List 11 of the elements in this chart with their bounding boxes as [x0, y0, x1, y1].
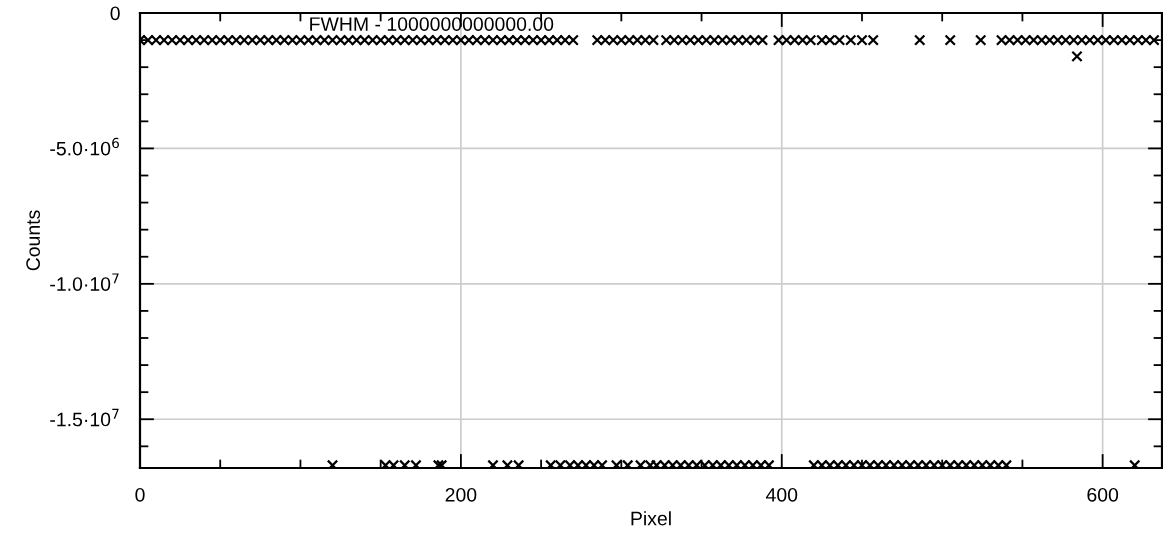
x-tick-label: 600: [1087, 487, 1119, 502]
x-tick-label: 400: [765, 487, 798, 502]
x-tick-label: 200: [445, 487, 477, 502]
y-axis-title: Counts: [26, 210, 40, 271]
x-axis-title: Pixel: [631, 511, 671, 526]
y-tick-label: -1.5·10$^{7}$: [50, 408, 119, 427]
y-tick-label: -1.0·10$^{7}$: [50, 273, 119, 291]
x-tick-label: 0: [135, 487, 145, 502]
y-tick-label: -5.0·10$^{6}$: [50, 137, 119, 156]
annotation: FWHM - 1000000000000.00: [310, 17, 554, 31]
y-tick-label: 0: [110, 6, 120, 21]
